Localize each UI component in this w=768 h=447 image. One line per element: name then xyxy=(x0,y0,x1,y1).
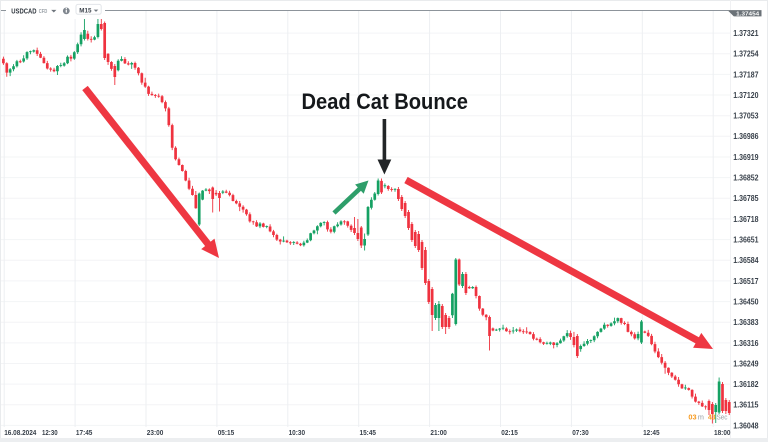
svg-text:Sec: Sec xyxy=(717,412,728,421)
svg-text:1.37187: 1.37187 xyxy=(733,70,759,79)
svg-text:USDCAD: USDCAD xyxy=(11,6,36,15)
svg-text:1.37254: 1.37254 xyxy=(733,50,759,59)
svg-text:1.36584: 1.36584 xyxy=(733,256,759,265)
svg-text:1.37454: 1.37454 xyxy=(736,11,760,17)
svg-text:1.37321: 1.37321 xyxy=(733,29,759,38)
svg-text:12:30: 12:30 xyxy=(42,428,58,437)
svg-text:21:00: 21:00 xyxy=(430,428,447,437)
svg-text:1.36249: 1.36249 xyxy=(733,359,759,368)
svg-text:1.36651: 1.36651 xyxy=(733,236,759,245)
svg-text:1.36718: 1.36718 xyxy=(733,215,759,224)
svg-text:1.36852: 1.36852 xyxy=(733,174,759,183)
svg-text:07:30: 07:30 xyxy=(572,428,589,437)
svg-text:1.36048: 1.36048 xyxy=(733,421,759,430)
svg-text:15:45: 15:45 xyxy=(360,428,377,437)
svg-text:1.37120: 1.37120 xyxy=(733,91,759,100)
svg-text:1.36182: 1.36182 xyxy=(733,380,759,389)
svg-text:23:00: 23:00 xyxy=(147,428,164,437)
svg-text:M15: M15 xyxy=(79,8,92,15)
svg-text:12:45: 12:45 xyxy=(643,428,660,437)
svg-text:1.36785: 1.36785 xyxy=(733,194,759,203)
svg-text:CFD: CFD xyxy=(39,9,48,15)
svg-text:16.08.2024: 16.08.2024 xyxy=(4,428,37,437)
svg-text:1.37053: 1.37053 xyxy=(733,112,759,121)
svg-text:02:15: 02:15 xyxy=(501,428,518,437)
svg-text:10:30: 10:30 xyxy=(289,428,306,437)
svg-text:1.36115: 1.36115 xyxy=(733,401,759,410)
svg-text:1.36919: 1.36919 xyxy=(733,153,759,162)
svg-text:1.36986: 1.36986 xyxy=(733,132,759,141)
svg-text:17:45: 17:45 xyxy=(76,428,93,437)
svg-text:1.36517: 1.36517 xyxy=(733,277,759,286)
svg-text:1.36450: 1.36450 xyxy=(733,297,759,306)
svg-text:1.36316: 1.36316 xyxy=(733,339,759,348)
svg-text:05:15: 05:15 xyxy=(218,428,235,437)
svg-text:m: m xyxy=(698,412,704,421)
svg-text:43: 43 xyxy=(708,412,716,421)
svg-text:18:00: 18:00 xyxy=(714,428,731,437)
svg-text:1.36383: 1.36383 xyxy=(733,318,759,327)
svg-text:Dead Cat Bounce: Dead Cat Bounce xyxy=(302,89,469,114)
svg-text:03: 03 xyxy=(688,412,696,421)
